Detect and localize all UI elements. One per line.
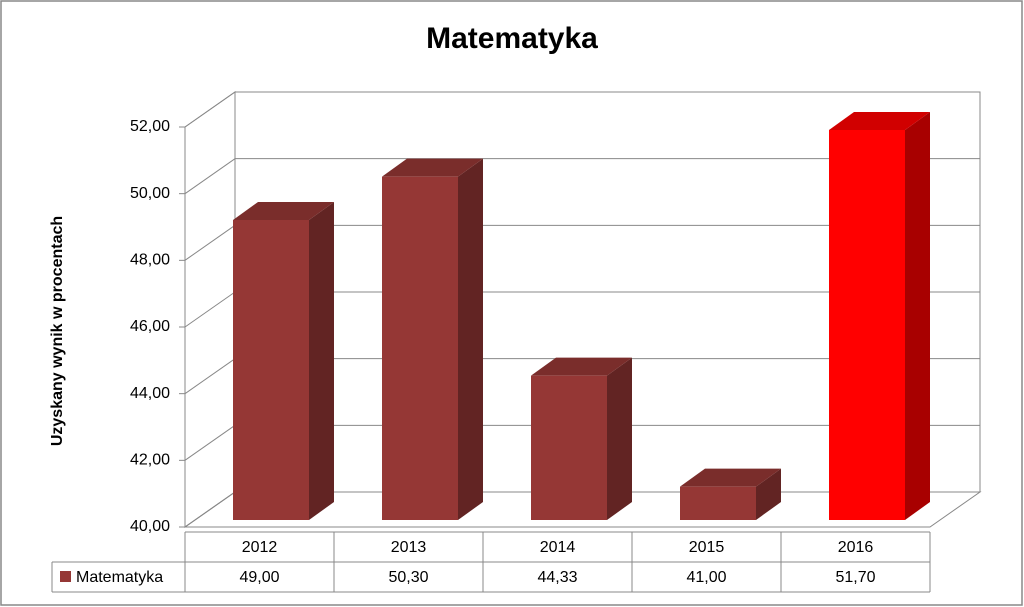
y-tick-label: 50,00 (130, 185, 170, 202)
bar-side (458, 158, 483, 520)
bar (531, 375, 607, 520)
chart-title: Matematyka (426, 22, 598, 55)
grid-line (184, 491, 236, 528)
data-table-value: 51,70 (835, 569, 875, 586)
legend-label: Matematyka (76, 569, 163, 586)
grid-line (184, 291, 236, 328)
bar-side (756, 468, 781, 520)
grid-line (184, 424, 236, 461)
data-table-value: 41,00 (686, 569, 726, 586)
y-tick-label: 48,00 (130, 252, 170, 269)
data-table-value: 50,30 (388, 569, 428, 586)
bar-side (607, 357, 632, 520)
bar (680, 486, 756, 520)
legend-key (60, 571, 71, 582)
grid-line (184, 91, 236, 128)
bar-top (382, 158, 483, 177)
x-tick-label: 2013 (391, 539, 427, 556)
grid-line (184, 224, 236, 261)
y-tick-label: 42,00 (130, 452, 170, 469)
x-tick-label: 2012 (242, 539, 278, 556)
grid-line (184, 358, 236, 395)
grid-line (184, 158, 236, 195)
x-tick-label: 2016 (838, 539, 874, 556)
y-tick-label: 46,00 (130, 318, 170, 335)
bar (233, 220, 309, 520)
data-table-value: 44,33 (537, 569, 577, 586)
bar (382, 176, 458, 520)
x-tick-label: 2015 (689, 539, 725, 556)
bar-side (309, 202, 334, 520)
bar-side (905, 112, 930, 520)
y-tick-label: 40,00 (130, 518, 170, 535)
data-table-value: 49,00 (239, 569, 279, 586)
y-axis-label: Uzyskany wynik w procentach (49, 216, 66, 446)
bar-top (531, 357, 632, 376)
y-tick-label: 52,00 (130, 118, 170, 135)
bar-top (680, 468, 781, 487)
bar-top (233, 202, 334, 220)
bar (829, 130, 905, 520)
bar-top (829, 112, 930, 130)
y-tick-label: 44,00 (130, 385, 170, 402)
x-tick-label: 2014 (540, 539, 576, 556)
